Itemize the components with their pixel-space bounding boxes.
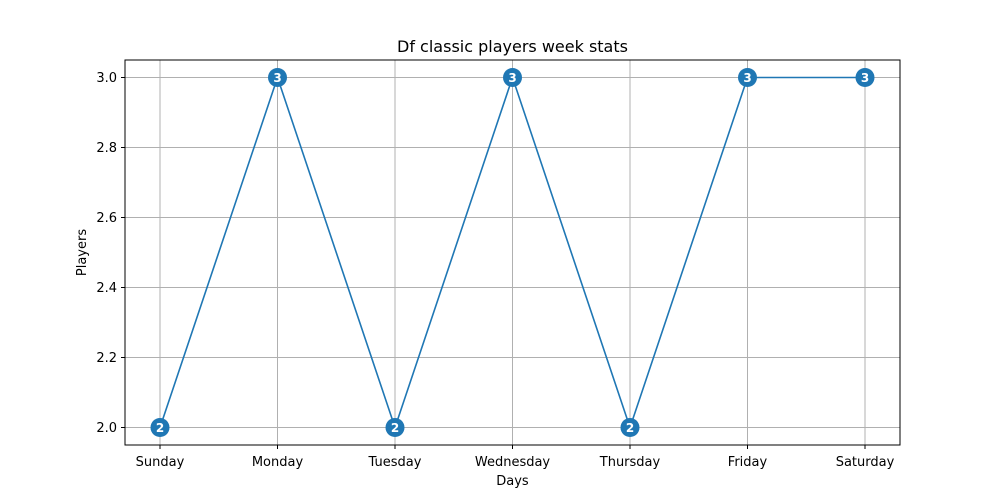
data-point: [855, 68, 875, 87]
x-axis-label: Days: [496, 474, 529, 489]
data-point: [503, 68, 522, 87]
data-point: [620, 418, 640, 437]
series-layer: 2 3 2 3 2 3 3: [150, 68, 875, 437]
x-tick-label: Saturday: [836, 455, 895, 470]
x-tick-label: Monday: [252, 455, 304, 470]
x-tick-label: Thursday: [599, 455, 661, 470]
chart-title: Df classic players week stats: [397, 37, 628, 56]
data-point: [385, 418, 405, 437]
ticks: Sunday Monday Tuesday Wednesday Thursday Frid…: [96, 71, 894, 470]
y-tick-label: 2.4: [96, 281, 117, 296]
data-point: [268, 68, 287, 87]
y-axis-label: Players: [75, 229, 90, 276]
y-tick-label: 2.2: [96, 351, 117, 366]
data-point: [738, 68, 757, 87]
data-label: 2: [156, 421, 164, 435]
data-point: [150, 418, 170, 437]
x-tick-label: Friday: [728, 455, 768, 470]
data-label: 2: [626, 421, 634, 435]
data-label: 3: [743, 71, 751, 85]
y-tick-label: 2.8: [96, 141, 117, 156]
y-tick-label: 2.0: [96, 421, 117, 436]
x-tick-label: Tuesday: [368, 455, 422, 470]
x-tick-label: Sunday: [136, 455, 185, 470]
grid: [125, 60, 900, 445]
x-tick-label: Wednesday: [475, 455, 551, 470]
y-tick-label: 3.0: [96, 71, 117, 86]
y-tick-label: 2.6: [96, 211, 117, 226]
data-label: 3: [508, 71, 516, 85]
data-label: 3: [861, 71, 869, 85]
data-label: 3: [273, 71, 281, 85]
data-label: 2: [391, 421, 399, 435]
